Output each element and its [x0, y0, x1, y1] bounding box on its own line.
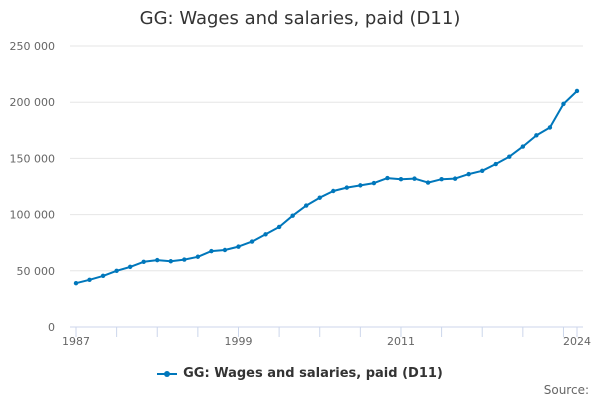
data-point [412, 176, 417, 181]
data-point [236, 244, 241, 249]
legend[interactable]: GG: Wages and salaries, paid (D11) [0, 366, 600, 382]
data-point [290, 213, 295, 218]
gridlines [70, 45, 583, 272]
series [73, 88, 580, 286]
data-point [276, 224, 282, 230]
data-point [249, 239, 255, 244]
legend-swatch-dot [164, 370, 171, 377]
data-point [344, 185, 350, 190]
data-point [439, 176, 444, 182]
data-point [127, 264, 133, 270]
source-label: Source: [543, 383, 589, 397]
data-point [100, 273, 106, 279]
y-tick-label: 150 000 [10, 152, 56, 165]
data-point [561, 101, 566, 107]
y-tick-label: 0 [48, 321, 55, 334]
data-point [87, 277, 92, 282]
y-tick-label: 100 000 [10, 209, 56, 222]
data-point [574, 88, 580, 94]
data-point [317, 195, 322, 200]
y-tick-label: 200 000 [10, 96, 56, 109]
data-point [507, 154, 512, 159]
axes: 0 50 000 100 000 150 000 200 000 250 000 1987 1… [10, 40, 592, 348]
legend-swatch [157, 370, 178, 378]
x-tick-label: 2011 [387, 335, 415, 348]
data-point [141, 259, 146, 265]
x-tick-label: 2024 [563, 335, 591, 348]
data-point [398, 176, 404, 182]
y-tick-label: 50 000 [17, 265, 56, 278]
data-point [480, 168, 485, 173]
data-point [331, 188, 336, 194]
data-point [263, 232, 268, 237]
chart-title: GG: Wages and salaries, paid (D11) [139, 8, 461, 29]
data-point [155, 257, 160, 263]
data-point [466, 171, 471, 177]
data-point [114, 268, 119, 273]
data-point [534, 133, 539, 138]
data-point [452, 176, 458, 181]
data-point [547, 125, 553, 130]
data-point [222, 247, 228, 253]
x-tick-label: 1999 [224, 335, 252, 348]
data-point [182, 257, 187, 262]
data-point [371, 180, 377, 186]
data-point [73, 280, 79, 286]
data-point [195, 254, 201, 259]
data-point [385, 175, 390, 181]
data-point [520, 144, 526, 149]
series-line [75, 90, 578, 285]
y-tick-label: 250 000 [10, 40, 56, 53]
legend-label: GG: Wages and salaries, paid (D11) [183, 366, 443, 381]
data-point [493, 161, 498, 167]
data-point [209, 248, 214, 254]
data-point [425, 180, 431, 185]
x-tick-label: 1987 [62, 335, 90, 348]
data-point [168, 259, 173, 264]
data-point [358, 183, 363, 188]
data-point [303, 203, 309, 208]
